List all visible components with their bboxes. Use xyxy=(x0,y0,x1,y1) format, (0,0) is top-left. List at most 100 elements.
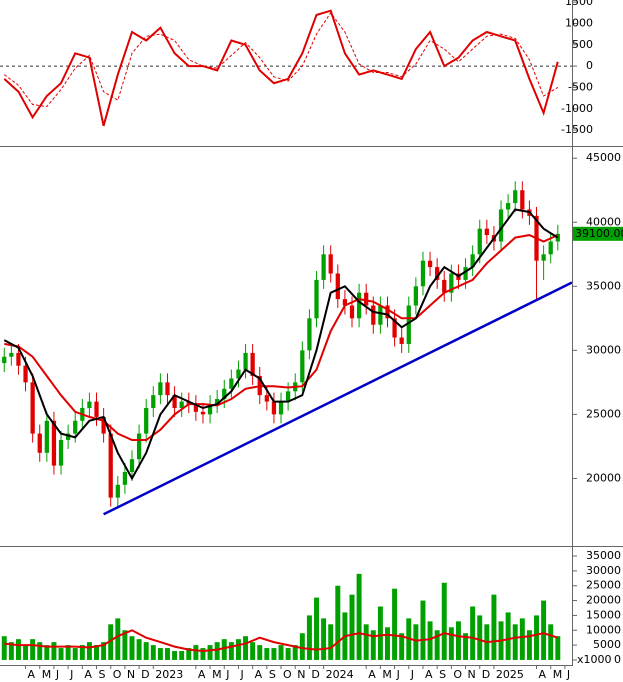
candle-body xyxy=(420,260,426,287)
candle-body xyxy=(470,254,475,268)
volume-bar xyxy=(299,633,305,660)
volume-bar xyxy=(200,648,206,660)
candle-body xyxy=(278,401,284,415)
volume-bar xyxy=(51,642,57,660)
candle-body xyxy=(101,416,106,434)
volume-bar xyxy=(101,642,107,660)
x-tick-label: 2023 xyxy=(155,668,183,681)
candle-body xyxy=(435,267,440,280)
candle-body xyxy=(484,228,489,236)
candle-body xyxy=(44,420,49,453)
volume-bar xyxy=(278,645,284,660)
candle-body xyxy=(321,254,326,280)
candle-body xyxy=(23,365,28,383)
volume-bar xyxy=(94,645,99,660)
candle-body xyxy=(58,439,64,466)
candle-body xyxy=(349,305,355,319)
volume-bar xyxy=(349,594,355,660)
x-tick-label: O xyxy=(283,668,292,681)
candle-body xyxy=(548,241,553,255)
x-tick-label: A xyxy=(539,668,547,681)
oscillator-line xyxy=(3,9,559,127)
volume-bar xyxy=(491,594,497,660)
y-tick-label: 25000 xyxy=(586,579,621,592)
x-tick-label: O xyxy=(453,668,462,681)
candle-body xyxy=(179,401,184,408)
volume-bar xyxy=(165,648,170,660)
x-tick-label: J xyxy=(410,668,414,681)
volume-bar xyxy=(129,636,135,660)
x-tick-label: J xyxy=(55,668,59,681)
volume-bar xyxy=(505,612,511,660)
panel xyxy=(1,573,561,660)
volume-bar xyxy=(157,648,163,660)
volume-bar xyxy=(385,627,390,660)
candle-body xyxy=(356,292,362,319)
candle-body xyxy=(2,356,7,364)
candle-body xyxy=(115,484,120,498)
candle-body xyxy=(413,286,418,306)
x-tick-label: A xyxy=(255,668,263,681)
x-tick-label: M xyxy=(382,668,392,681)
candle-body xyxy=(335,273,340,300)
candle-body xyxy=(66,433,71,440)
panel xyxy=(2,181,572,516)
x-tick-label: J xyxy=(566,668,570,681)
candle-body xyxy=(108,433,113,498)
x-tick-label: S xyxy=(439,668,446,681)
volume-average xyxy=(4,629,559,653)
x-tick-label: J xyxy=(225,668,229,681)
x-tick-label: M xyxy=(212,668,222,681)
volume-bar xyxy=(23,645,29,660)
candle-body xyxy=(144,407,149,434)
volume-bar xyxy=(363,624,369,660)
moving-average xyxy=(3,208,559,481)
y-tick-label: 25000 xyxy=(586,407,621,420)
candle-body xyxy=(136,433,142,460)
candle-body xyxy=(314,279,319,319)
volume-bar xyxy=(1,636,7,660)
volume-bar xyxy=(392,588,398,660)
candle-body xyxy=(300,350,305,383)
x-tick-label: A xyxy=(198,668,206,681)
volume-bar xyxy=(186,648,192,660)
x-tick-label: S xyxy=(99,668,106,681)
x-tick-label: N xyxy=(127,668,135,681)
volume-bar xyxy=(541,600,547,660)
x-tick-label: 2025 xyxy=(496,668,524,681)
volume-bar xyxy=(448,627,454,660)
candle-body xyxy=(37,433,42,453)
y-tick-label: 20000 xyxy=(586,594,621,607)
y-tick-label: 1500 xyxy=(565,0,593,8)
y-tick-label: 0 xyxy=(586,59,593,72)
volume-bar xyxy=(86,642,92,660)
x-tick-label: 2024 xyxy=(326,668,354,681)
candle-body xyxy=(371,305,376,325)
candle-body xyxy=(378,305,383,325)
volume-bar xyxy=(470,606,476,660)
x-tick-label: M xyxy=(42,668,52,681)
candle-body xyxy=(385,305,390,319)
candle-body xyxy=(236,369,241,379)
y-tick-label: 45000 xyxy=(586,151,621,164)
volume-bar xyxy=(534,615,539,660)
volume-bar xyxy=(512,624,518,660)
candle-body xyxy=(250,352,255,376)
x-tick-label: O xyxy=(113,668,122,681)
volume-bar xyxy=(136,639,142,660)
candle-body xyxy=(264,395,269,402)
volume-bar xyxy=(264,648,270,660)
volume-bar xyxy=(555,636,561,660)
x-tick-label: J xyxy=(69,668,73,681)
volume-bar xyxy=(420,600,426,660)
candle-body xyxy=(229,378,234,389)
candle-body xyxy=(87,401,92,408)
y-tick-label: -1000 xyxy=(561,102,593,115)
candle-body xyxy=(30,382,35,434)
candle-body xyxy=(364,292,369,306)
candle-body xyxy=(449,273,454,293)
candle-body xyxy=(399,337,404,344)
candle-body xyxy=(193,404,198,412)
candle-body xyxy=(498,209,504,242)
candle-body xyxy=(307,318,312,351)
